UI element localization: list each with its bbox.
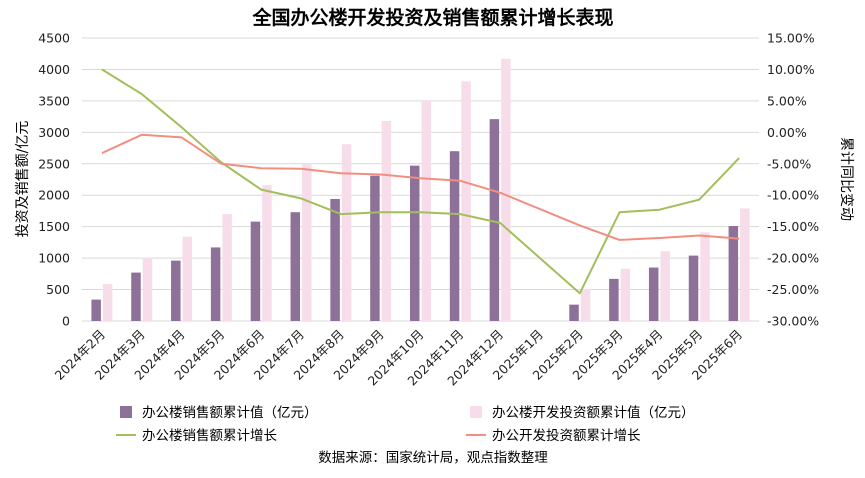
y2-tick-label: 10.00% <box>767 62 815 77</box>
bar <box>102 283 113 321</box>
y2-tick-label: 15.00% <box>767 31 815 46</box>
bar <box>142 257 153 321</box>
y2-tick-label: -15.00% <box>767 219 819 234</box>
bar <box>421 100 431 321</box>
bar <box>290 212 301 321</box>
bar <box>410 165 420 321</box>
bar <box>740 208 750 321</box>
chart-title: 全国办公楼开发投资及销售额累计增长表现 <box>251 6 613 29</box>
bar <box>489 119 500 321</box>
series-line <box>101 133 740 241</box>
y-tick-label: 500 <box>46 282 70 297</box>
bar <box>210 247 221 321</box>
right-axis-ticks: 15.00% 10.00% 5.00% 0.00% -5.00% -10.00% -15.0… <box>767 31 819 329</box>
legend-label: 办公楼销售额累计值（亿元） <box>142 405 318 421</box>
bar <box>620 268 631 321</box>
y-tick-label: 1000 <box>38 251 70 266</box>
legend-label: 办公开发投资额累计增长 <box>492 428 641 444</box>
bar <box>370 175 380 321</box>
y2-tick-label: 0.00% <box>767 125 807 140</box>
series-line <box>101 68 740 295</box>
bar <box>341 144 352 321</box>
gridlines <box>82 37 759 322</box>
left-axis-ticks: 0 500 1000 1500 2000 2500 3000 3500 4000 4500 <box>38 31 70 329</box>
y2-tick-label: -20.00% <box>767 251 819 266</box>
bar <box>182 236 193 321</box>
bar <box>131 272 141 321</box>
y2-tick-label: -30.00% <box>767 314 819 329</box>
legend-label: 办公楼开发投资额累计值（亿元） <box>492 405 695 421</box>
y-tick-label: 4500 <box>38 31 70 46</box>
y-tick-label: 4000 <box>38 62 70 77</box>
y2-tick-label: -10.00% <box>767 188 819 203</box>
bar <box>700 232 710 321</box>
legend-swatch <box>120 406 132 418</box>
y-tick-label: 0 <box>62 314 70 329</box>
bar <box>222 214 232 321</box>
bar <box>501 58 511 322</box>
bar <box>302 164 312 321</box>
y-tick-label: 2500 <box>38 156 70 171</box>
bar-marks <box>91 58 750 322</box>
bar <box>660 251 670 321</box>
bar <box>609 278 619 321</box>
line-marks <box>101 68 740 295</box>
x-axis-ticks: 2024年2月2024年3月2024年4月2024年5月2024年6月2024年… <box>52 327 746 389</box>
bar <box>91 299 101 321</box>
bar <box>461 81 471 321</box>
y-tick-label: 3500 <box>38 93 70 108</box>
bar <box>262 185 272 321</box>
bar <box>580 288 591 321</box>
bar <box>728 226 739 321</box>
bar <box>569 304 579 321</box>
y-tick-label: 1500 <box>38 219 70 234</box>
bar <box>171 260 181 321</box>
left-axis-title: 投资及销售额/亿元 <box>15 121 31 238</box>
bar <box>381 121 392 321</box>
bar <box>250 221 261 321</box>
legend-label: 办公楼销售额累计增长 <box>142 428 277 444</box>
legend: 办公楼销售额累计值（亿元） 办公楼开发投资额累计值（亿元） 办公楼销售额累计增长 办公… <box>116 405 695 444</box>
right-axis-title: 累计同比变动 <box>838 137 854 221</box>
y2-tick-label: -5.00% <box>767 156 811 171</box>
y2-tick-label: 5.00% <box>767 93 807 108</box>
bar <box>688 255 699 321</box>
y-tick-label: 3000 <box>38 125 70 140</box>
bar <box>648 267 659 321</box>
bar <box>330 198 340 321</box>
source-note: 数据来源：国家统计局，观点指数整理 <box>318 449 548 466</box>
y-tick-label: 2000 <box>38 188 70 203</box>
y2-tick-label: -25.00% <box>767 282 819 297</box>
bar <box>449 151 460 321</box>
legend-swatch <box>470 406 482 418</box>
